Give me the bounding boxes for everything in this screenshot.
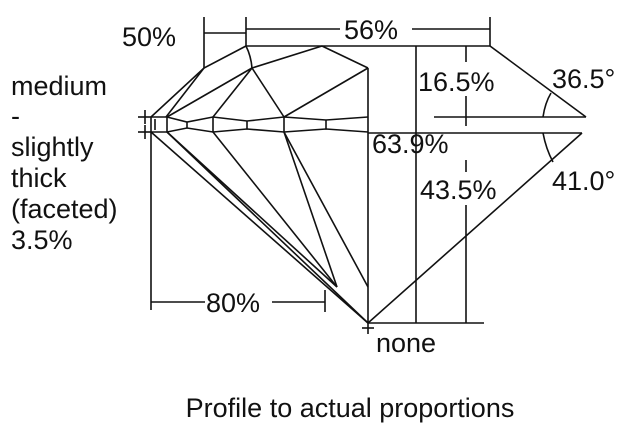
culet-label: none (376, 328, 436, 358)
crown-height-label: 16.5% (418, 67, 495, 97)
girdle-line: medium (11, 71, 107, 101)
total-depth-label: 63.9% (372, 129, 449, 159)
pavilion-facets (150, 131, 369, 324)
lower-half-label: 80% (206, 288, 260, 318)
girdle-line: (faceted) (11, 194, 118, 224)
girdle-line: - (11, 101, 20, 131)
table-label: 56% (344, 15, 398, 45)
girdle-line: 3.5% (11, 225, 73, 255)
caption: Profile to actual proportions (186, 393, 515, 423)
girdle-description: medium - slightly thick (faceted) 3.5% (11, 71, 118, 255)
pavilion-depth-label: 43.5% (420, 175, 497, 205)
girdle-line: slightly (11, 132, 94, 162)
star-length-label: 50% (122, 22, 176, 52)
crown-facets (150, 45, 369, 323)
dimension-lines (138, 17, 587, 334)
crown-angle-label: 36.5° (552, 64, 615, 94)
girdle (150, 116, 369, 133)
pavilion-angle-label: 41.0° (552, 166, 615, 196)
girdle-line: thick (11, 163, 67, 193)
